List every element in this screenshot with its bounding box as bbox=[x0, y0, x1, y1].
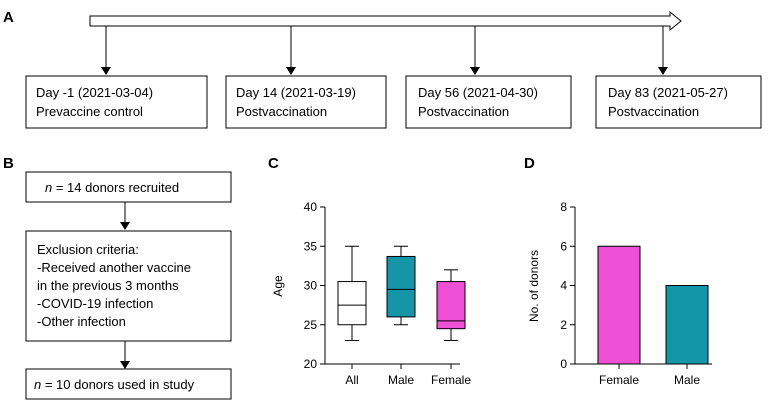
timepoint-date: Day 83 (2021-05-27) bbox=[608, 85, 728, 100]
timepoint-label: Prevaccine control bbox=[36, 104, 143, 119]
box-all bbox=[337, 281, 367, 326]
timepoint-arrowhead bbox=[658, 67, 668, 75]
timepoint-3: Day 56 (2021-04-30) Postvaccination bbox=[405, 26, 572, 129]
bar-male bbox=[665, 285, 709, 365]
timepoint-arrowhead bbox=[470, 67, 480, 75]
y-axis-label: No. of donors bbox=[527, 250, 541, 322]
y-tick-label: 6 bbox=[560, 239, 567, 253]
timepoint-box bbox=[225, 75, 387, 129]
timepoint-label: Postvaccination bbox=[236, 104, 327, 119]
recruited-count: = 14 donors recruited bbox=[52, 180, 179, 195]
timepoint-label: Postvaccination bbox=[418, 104, 509, 119]
panel-d-letter: D bbox=[524, 155, 535, 172]
exclusion-line: -Other infection bbox=[37, 314, 126, 329]
timepoint-date: Day 56 (2021-04-30) bbox=[418, 85, 538, 100]
flow-arrowhead bbox=[120, 361, 130, 369]
y-tick-label: 8 bbox=[560, 200, 567, 214]
exclusion-line: -COVID-19 infection bbox=[37, 296, 153, 311]
y-tick-label: 0 bbox=[560, 357, 567, 371]
bar-female bbox=[597, 245, 641, 365]
used-text: n = 10 donors used in study bbox=[34, 377, 195, 392]
y-tick-label: 30 bbox=[304, 279, 318, 293]
x-tick-label: Female bbox=[431, 373, 471, 387]
timepoint-4: Day 83 (2021-05-27) Postvaccination bbox=[595, 26, 762, 129]
panel-a-letter: A bbox=[3, 9, 14, 26]
timepoint-date: Day 14 (2021-03-19) bbox=[236, 85, 356, 100]
box-female bbox=[436, 281, 466, 330]
exclusion-title: Exclusion criteria: bbox=[37, 242, 139, 257]
panel-a: A Day -1 (2021-03-04) Prevaccine control… bbox=[3, 9, 762, 129]
y-axis-label: Age bbox=[271, 275, 285, 297]
exclusion-line: in the previous 3 months bbox=[37, 278, 179, 293]
x-tick-label: Female bbox=[599, 373, 639, 387]
panel-c: C 20 25 30 35 40 Age All Male Female bbox=[268, 155, 471, 387]
exclusion-line: -Received another vaccine bbox=[37, 260, 191, 275]
used-box bbox=[25, 368, 232, 400]
timepoint-arrowhead bbox=[286, 67, 296, 75]
timepoint-date: Day -1 (2021-03-04) bbox=[36, 85, 153, 100]
recruited-text: n = 14 donors recruited bbox=[45, 180, 179, 195]
y-tick-label: 40 bbox=[304, 200, 318, 214]
age-box-plot: 20 25 30 35 40 Age All Male Female bbox=[271, 200, 471, 387]
timepoint-label: Postvaccination bbox=[608, 104, 699, 119]
timepoint-box bbox=[595, 75, 762, 129]
panel-b: B n = 14 donors recruited Exclusion crit… bbox=[3, 155, 232, 400]
recruited-box bbox=[25, 171, 232, 203]
y-tick-label: 4 bbox=[560, 279, 567, 293]
x-tick-label: Male bbox=[674, 373, 700, 387]
n-symbol: n bbox=[34, 377, 41, 392]
timepoint-box bbox=[405, 75, 572, 129]
panel-c-letter: C bbox=[268, 155, 279, 172]
box-male bbox=[386, 255, 416, 318]
timepoint-1: Day -1 (2021-03-04) Prevaccine control bbox=[25, 26, 208, 129]
timepoint-2: Day 14 (2021-03-19) Postvaccination bbox=[225, 26, 387, 129]
panel-b-letter: B bbox=[3, 155, 14, 172]
timepoint-arrowhead bbox=[101, 67, 111, 75]
flow-arrowhead bbox=[120, 222, 130, 230]
x-tick-label: All bbox=[345, 373, 358, 387]
x-tick-label: Male bbox=[388, 373, 414, 387]
exclusion-box bbox=[25, 230, 232, 342]
y-tick-label: 20 bbox=[304, 357, 318, 371]
y-tick-label: 2 bbox=[560, 318, 567, 332]
timepoint-box bbox=[25, 75, 208, 129]
timeline-arrow bbox=[89, 10, 682, 32]
panel-d: D 0 2 4 6 8 No. of donors Female Male bbox=[524, 155, 712, 387]
y-tick-label: 25 bbox=[304, 318, 318, 332]
donor-bar-chart: 0 2 4 6 8 No. of donors Female Male bbox=[527, 200, 712, 387]
used-count: = 10 donors used in study bbox=[41, 377, 194, 392]
n-symbol: n bbox=[45, 180, 52, 195]
y-tick-label: 35 bbox=[304, 239, 318, 253]
